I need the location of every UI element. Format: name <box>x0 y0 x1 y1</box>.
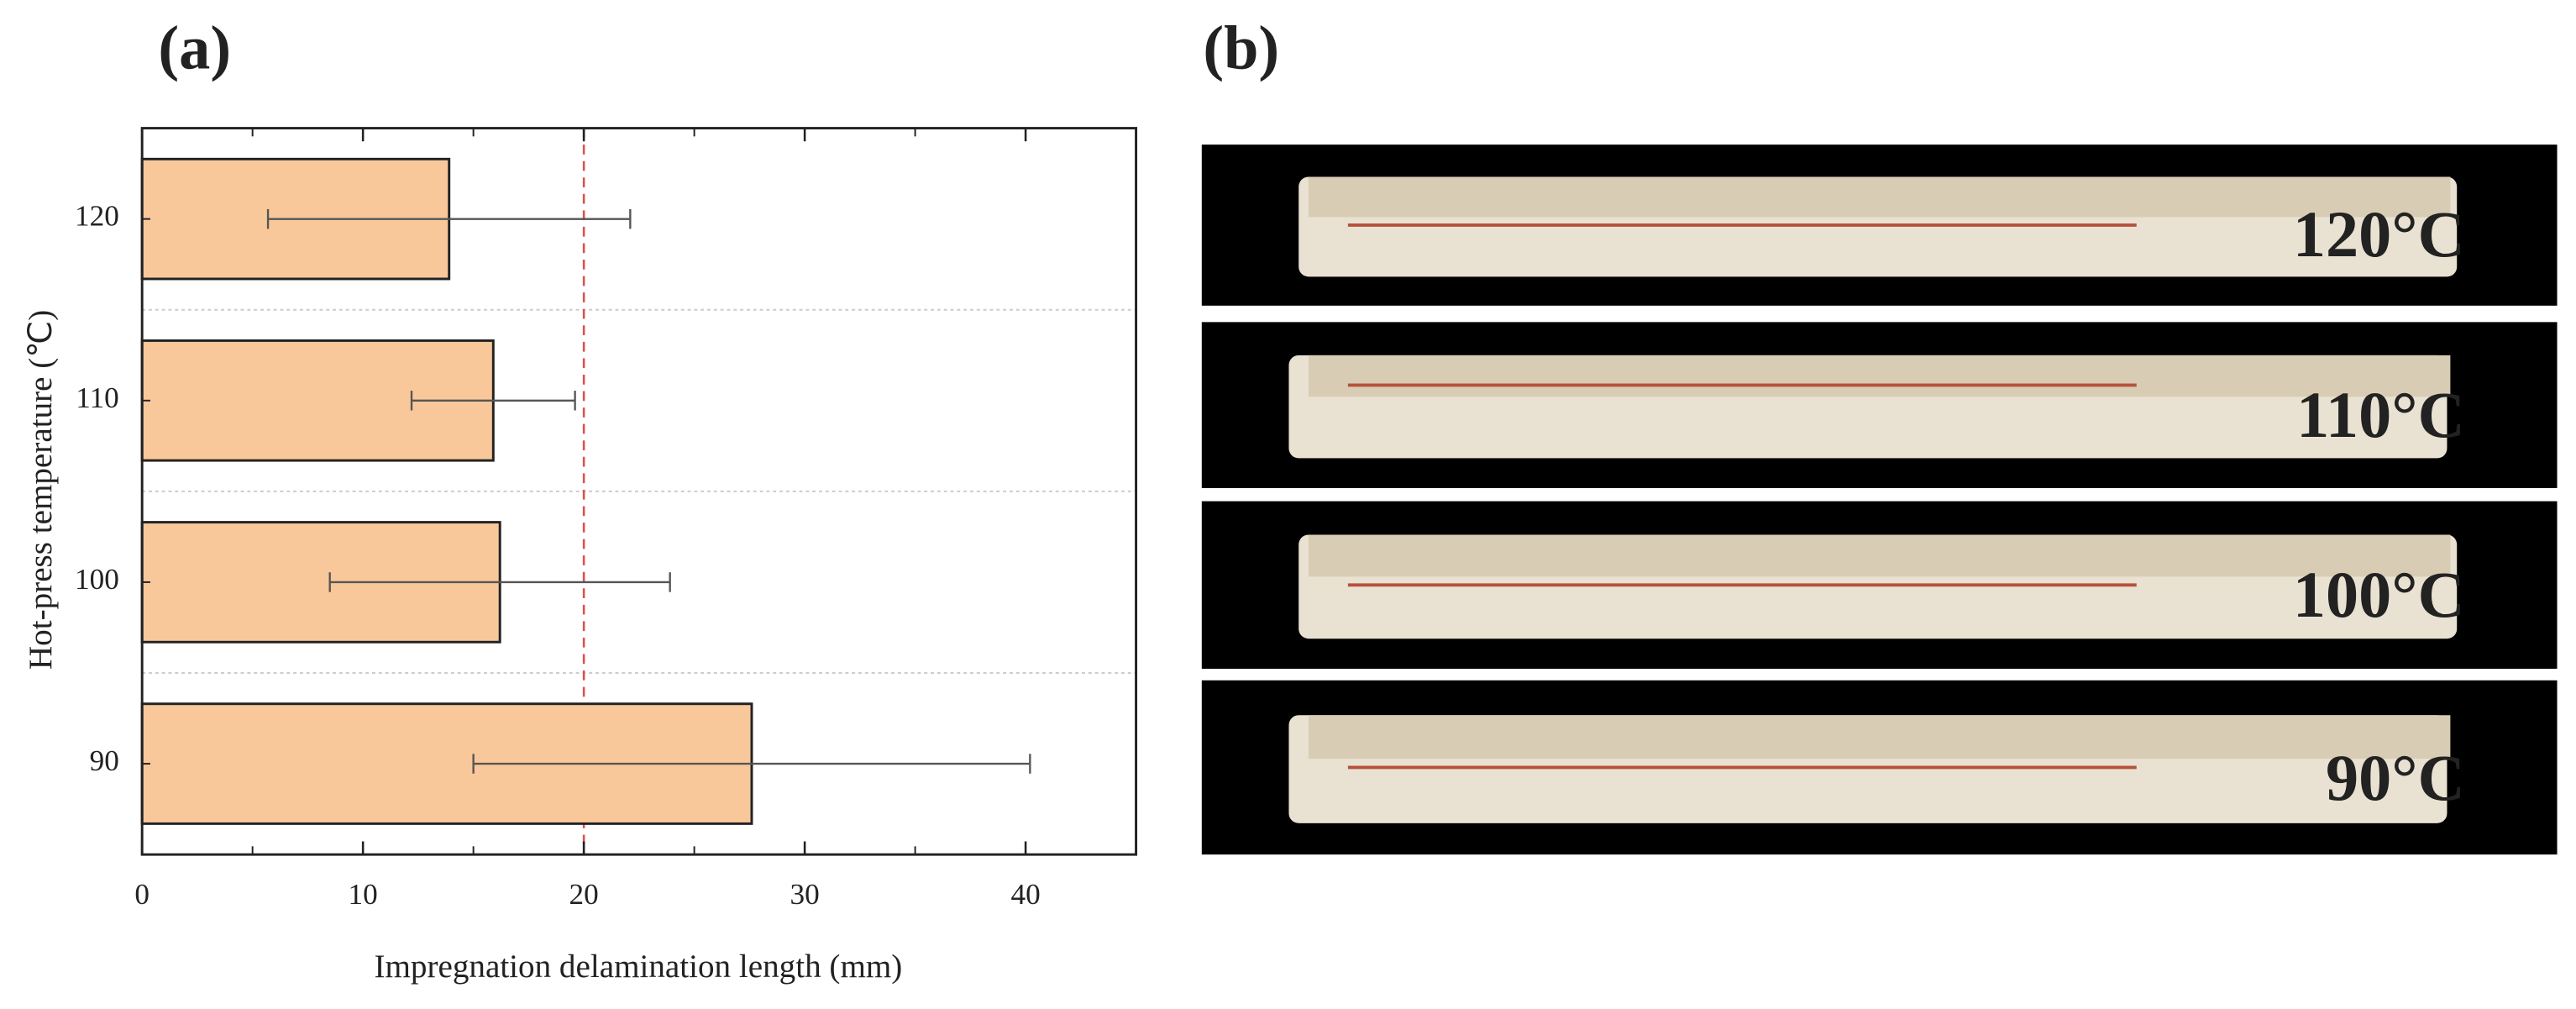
error-bar <box>328 572 671 592</box>
error-bar <box>266 208 632 229</box>
x-tick-label: 20 <box>569 878 599 911</box>
sample-layer <box>1308 715 2451 759</box>
x-axis-label: Impregnation delamination length (mm) <box>374 949 902 985</box>
x-tick-label: 0 <box>134 878 150 911</box>
photo-label: 90°C <box>2326 741 2465 814</box>
x-tick-label: 10 <box>349 878 378 911</box>
sample-layer <box>1308 176 2451 218</box>
y-axis-label: Hot-press temperature (℃) <box>23 310 59 670</box>
x-tick-label: 40 <box>1010 878 1040 911</box>
x-tick-label: 30 <box>790 878 820 911</box>
sample-layer <box>1308 355 2451 397</box>
y-tick-label: 90 <box>90 744 119 777</box>
panel-label: (b) <box>1203 14 1279 83</box>
y-tick-label: 120 <box>75 200 119 233</box>
plot-frame <box>140 127 1138 856</box>
photo-label: 100°C <box>2293 558 2465 631</box>
error-bar <box>410 391 576 411</box>
photo-label: 110°C <box>2296 378 2465 451</box>
y-tick-label: 100 <box>75 563 119 596</box>
y-tick-label: 110 <box>76 381 118 414</box>
photo-label: 120°C <box>2293 197 2465 271</box>
panel-label: (a) <box>158 14 231 83</box>
photo-panel: 120°C 110°C 100°C 90°C <box>1201 145 2558 855</box>
error-bar <box>472 754 1031 774</box>
sample-layer <box>1308 534 2451 577</box>
